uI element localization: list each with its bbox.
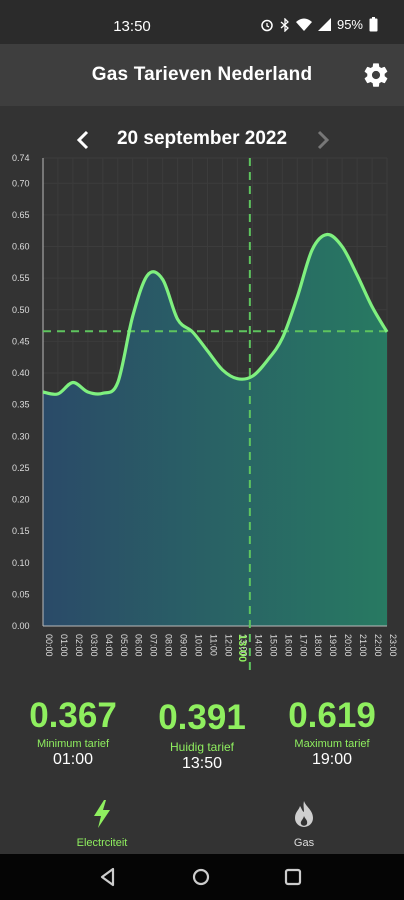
battery-icon [369, 17, 378, 32]
x-tick-label: 18:00 [313, 634, 323, 657]
max-tariff-time: 19:00 [311, 751, 353, 768]
bottom-navigation: Electrciteit Gas [0, 798, 404, 854]
x-tick-label: 05:00 [119, 634, 129, 657]
x-tick-label: 12:00 [223, 634, 233, 657]
x-tick-label: 19:00 [328, 634, 338, 657]
bluetooth-icon [280, 17, 289, 32]
x-tick-label: 08:00 [164, 634, 174, 657]
x-tick-label: 22:00 [373, 634, 383, 657]
x-tick-label: 23:00 [388, 634, 398, 657]
status-bar: 13:50 95% [0, 0, 404, 44]
max-tariff-stat: 0.619 Maximum tarief 19:00 [267, 694, 397, 769]
app-bar: Gas Tarieven Nederland [0, 44, 404, 106]
chart-line [42, 232, 389, 396]
wifi-icon [295, 18, 312, 31]
x-tick-label: 11:00 [209, 634, 219, 656]
y-tick-label: 0.74 [12, 153, 30, 163]
y-axis-labels: 0.00 0.05 0.10 0.15 0.20 0.25 0.30 0.35 0.40 0.45… [12, 153, 30, 631]
x-tick-label: 02:00 [74, 634, 84, 657]
recents-icon[interactable] [280, 864, 306, 890]
system-navigation-bar [0, 854, 404, 900]
current-tariff-time: 13:50 [181, 755, 223, 772]
chevron-left-icon[interactable] [72, 128, 94, 152]
lightning-icon [94, 800, 110, 828]
y-tick-label: 0.30 [12, 431, 30, 441]
flame-icon [295, 801, 313, 827]
current-time-crosshair [43, 158, 387, 676]
date-navigator: 20 september 2022 [0, 120, 404, 158]
tab-electricity-label: Electrciteit [76, 837, 128, 849]
battery-percent: 95% [336, 17, 363, 32]
y-tick-label: 0.45 [12, 336, 30, 346]
x-tick-label: 09:00 [179, 634, 189, 657]
min-tariff-time: 01:00 [52, 751, 94, 768]
x-tick-label: 14:00 [253, 634, 263, 657]
x-tick-label: 03:00 [89, 634, 99, 657]
y-tick-label: 0.55 [12, 273, 30, 283]
x-tick-label: 00:00 [44, 634, 54, 657]
selected-date: 20 september 2022 [116, 128, 288, 149]
x-tick-label: 20:00 [343, 634, 353, 657]
x-tick-label: 07:00 [149, 634, 159, 657]
tab-electricity[interactable]: Electrciteit [32, 798, 172, 849]
chevron-right-icon[interactable] [312, 128, 334, 152]
x-tick-label: 15:00 [268, 634, 278, 657]
x-tick-label: 06:00 [134, 634, 144, 657]
min-tariff-stat: 0.367 Minimum tarief 01:00 [8, 694, 138, 769]
app-title: Gas Tarieven Nederland [91, 64, 313, 85]
max-tariff-value: 0.619 [288, 696, 376, 735]
x-tick-label: 01:00 [59, 634, 69, 657]
y-tick-label: 0.25 [12, 463, 30, 473]
x-tick-label: 16:00 [283, 634, 293, 657]
y-tick-label: 0.65 [12, 210, 30, 220]
y-tick-label: 0.35 [12, 400, 30, 410]
tariff-stats: 0.367 Minimum tarief 01:00 0.391 Huidig … [0, 690, 404, 790]
signal-icon [317, 18, 331, 31]
y-tick-label: 0.10 [12, 558, 30, 568]
y-tick-label: 0.00 [12, 621, 30, 631]
x-tick-label: 21:00 [358, 634, 368, 657]
max-tariff-label: Maximum tarief [294, 738, 370, 750]
current-tariff-value: 0.391 [158, 698, 246, 737]
y-tick-label: 0.50 [12, 305, 30, 315]
current-time-axis-label: 13:00 [236, 634, 248, 662]
y-tick-label: 0.15 [12, 526, 30, 536]
x-axis-labels: 00:00 01:00 02:00 03:00 04:00 05:00 06:00 07:00… [44, 634, 398, 662]
current-tariff-label: Huidig tarief [169, 740, 235, 754]
tab-gas[interactable]: Gas [234, 798, 374, 849]
x-tick-label: 10:00 [194, 634, 204, 657]
x-tick-label: 04:00 [104, 634, 114, 657]
y-tick-label: 0.05 [12, 589, 30, 599]
price-chart[interactable]: 0.00 0.05 0.10 0.15 0.20 0.25 0.30 0.35 0.40 0.45… [0, 150, 404, 680]
back-icon[interactable] [95, 864, 121, 890]
y-tick-label: 0.60 [12, 242, 30, 252]
y-tick-label: 0.20 [12, 495, 30, 505]
x-tick-label: 17:00 [298, 634, 308, 657]
min-tariff-value: 0.367 [29, 696, 117, 735]
tab-gas-label: Gas [293, 837, 315, 849]
x-tick-label: 13:00 [238, 634, 248, 657]
home-icon[interactable] [188, 864, 214, 890]
gear-icon[interactable] [362, 61, 390, 89]
status-icons: 95% [260, 17, 378, 32]
min-tariff-label: Minimum tarief [36, 738, 110, 750]
current-tariff-stat: 0.391 Huidig tarief 13:50 [137, 696, 267, 773]
chart-area [43, 234, 387, 627]
alarm-icon [261, 19, 273, 31]
y-tick-label: 0.40 [12, 368, 30, 378]
y-tick-label: 0.70 [12, 178, 30, 188]
status-time: 13:50 [113, 18, 151, 35]
